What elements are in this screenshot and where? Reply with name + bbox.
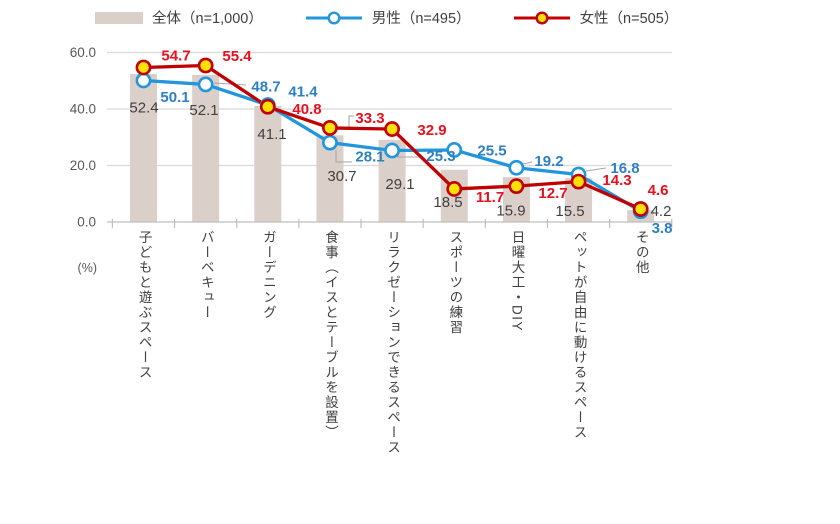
value-label: 30.7 <box>327 168 356 185</box>
category-label: バーベキュー <box>198 230 214 320</box>
legend-item-overall: 全体（n=1,000） <box>95 7 263 28</box>
male-marker <box>508 159 525 176</box>
chart-legend: 全体（n=1,000） 男性（n=495） 女性（n=505） <box>95 7 678 28</box>
value-label: 14.3 <box>602 172 631 189</box>
leader-line <box>585 167 607 172</box>
overall-bar-swatch-icon <box>95 11 143 24</box>
value-label: 50.1 <box>160 89 189 106</box>
y-tick-label: 60.0 <box>70 45 96 60</box>
legend-item-male: 男性（n=495） <box>305 7 471 28</box>
female-marker <box>322 120 338 136</box>
value-label: 4.6 <box>648 182 669 199</box>
y-tick-label: 0.0 <box>77 215 96 230</box>
legend-label-female: 女性（n=505） <box>579 11 679 27</box>
value-label: 48.7 <box>251 79 280 96</box>
category-label: ペットが自由に動けるスペース <box>571 230 587 440</box>
leader-line <box>213 82 247 86</box>
female-marker <box>259 98 276 115</box>
overall-bar <box>192 74 220 222</box>
value-label: 12.7 <box>538 185 567 202</box>
female-marker <box>570 173 587 190</box>
female-marker <box>446 181 463 197</box>
value-label: 40.8 <box>292 101 321 118</box>
male-marker <box>322 134 338 151</box>
value-label: 29.1 <box>385 176 414 193</box>
leader-line <box>522 161 533 165</box>
female-marker <box>135 59 152 76</box>
value-label: 25.3 <box>426 148 455 165</box>
category-label: 子どもと遊ぶスペース <box>136 230 152 380</box>
female-marker <box>632 201 649 217</box>
female-marker <box>508 178 525 195</box>
category-label: スポーツの練習 <box>447 230 463 335</box>
value-label: 25.5 <box>477 143 506 160</box>
category-label: リラクゼーションできるスペース <box>385 230 401 455</box>
value-label: 52.4 <box>129 100 158 117</box>
value-label: 16.8 <box>610 160 639 177</box>
value-label: 28.1 <box>355 149 384 166</box>
category-label: 日曜大工・DIY <box>509 230 525 333</box>
value-label: 41.1 <box>257 126 286 143</box>
value-label: 54.7 <box>161 48 190 65</box>
leader-line <box>335 150 352 163</box>
value-label: 15.5 <box>555 203 584 220</box>
overall-bar <box>130 73 157 222</box>
value-label: 32.9 <box>417 122 446 139</box>
value-label: 18.5 <box>433 194 462 211</box>
legend-label-male: 男性（n=495） <box>371 11 471 27</box>
male-marker <box>135 72 152 89</box>
legend-item-female: 女性（n=505） <box>513 7 679 28</box>
male-marker <box>384 142 400 159</box>
category-label: その他 <box>633 230 649 275</box>
value-label: 55.4 <box>222 48 252 65</box>
female-line-swatch-icon <box>513 10 570 25</box>
male-marker <box>197 76 214 93</box>
legend-label-overall: 全体（n=1,000） <box>152 11 263 27</box>
value-label: 15.9 <box>496 203 525 220</box>
value-label: 4.2 <box>651 203 672 220</box>
male-line-swatch-icon <box>305 10 362 25</box>
y-tick-label: 20.0 <box>70 158 96 173</box>
y-axis-unit-label: (%) <box>77 261 97 275</box>
value-label: 19.2 <box>534 153 563 170</box>
value-label: 33.3 <box>355 110 384 127</box>
female-marker <box>384 121 400 137</box>
category-label: 食事（イスとテーブルを設置） <box>323 230 339 440</box>
category-label: ガーデニング <box>260 230 276 320</box>
overall-bar <box>254 105 282 222</box>
value-label: 11.7 <box>476 189 504 206</box>
male-marker <box>446 142 463 158</box>
leader-line <box>348 115 354 127</box>
y-tick-label: 40.0 <box>70 102 96 117</box>
value-label: 3.8 <box>652 220 673 237</box>
value-label: 52.1 <box>189 102 218 119</box>
value-label: 41.4 <box>288 84 318 101</box>
female-marker <box>197 57 214 74</box>
